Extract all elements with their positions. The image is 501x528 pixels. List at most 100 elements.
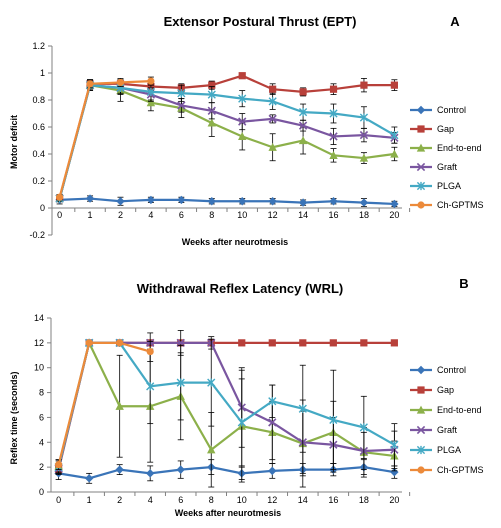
data-point [147, 77, 155, 85]
series-control [55, 194, 399, 209]
series-line [58, 83, 395, 199]
y-tick-label: 1 [40, 68, 45, 78]
data-point [268, 339, 276, 347]
y-axis-label: Reflex time (seconds) [9, 371, 19, 464]
data-point [146, 195, 156, 205]
data-point [390, 199, 399, 209]
data-point [207, 378, 216, 387]
y-tick-label: 0 [39, 487, 44, 497]
data-point [359, 130, 369, 140]
series-line [57, 339, 395, 467]
data-point [268, 114, 277, 124]
legend-label: Gap [437, 124, 454, 134]
data-point [146, 347, 154, 356]
data-point [238, 339, 246, 347]
data-point [86, 80, 94, 88]
series-graft [55, 80, 399, 203]
data-point [298, 198, 308, 207]
data-point [329, 197, 338, 206]
data-point [238, 94, 247, 103]
data-point [207, 106, 216, 115]
x-tick-label: 20 [389, 210, 399, 220]
x-tick-label: 18 [359, 210, 369, 220]
legend-label: Graft [437, 162, 458, 172]
y-tick-label: 4 [39, 437, 44, 447]
x-tick-label: 14 [298, 210, 308, 220]
data-point [329, 109, 338, 118]
x-tick-label: 0 [57, 210, 62, 220]
data-point [85, 339, 93, 347]
series-ch-gptms [56, 76, 155, 201]
series-end-to-end [55, 79, 399, 203]
x-tick-label: 14 [298, 495, 308, 505]
panel-label: A [450, 14, 460, 29]
data-point [115, 465, 124, 474]
legend-swatch-marker [416, 445, 426, 455]
plot-area: -0.200.20.40.60.811.20 1 2 4 6 8 10 12 14 16 18 20C… [29, 41, 483, 240]
legend: Control Gap End-to-end Graft PLGA Ch-GPTMS [410, 105, 484, 210]
data-point [56, 193, 64, 201]
data-point [55, 461, 63, 469]
data-point [146, 382, 155, 391]
legend-item: PLGA [410, 181, 461, 191]
series-end-to-end [54, 338, 399, 488]
data-point [360, 81, 368, 89]
series-gap [56, 72, 398, 203]
data-point [115, 401, 124, 410]
data-point [237, 418, 246, 427]
y-axis-label: Motor deficit [9, 115, 19, 169]
legend-swatch-marker [416, 143, 426, 152]
x-tick-label: 20 [389, 495, 399, 505]
x-tick-label: 10 [237, 210, 247, 220]
data-point [116, 78, 125, 87]
data-point [146, 87, 156, 96]
data-point [238, 132, 247, 141]
series-control [54, 459, 399, 484]
data-point [207, 118, 216, 127]
x-tick-label: 6 [179, 210, 184, 220]
data-point [390, 149, 399, 158]
legend-label: PLGA [437, 445, 461, 455]
data-point [298, 404, 307, 413]
x-tick-label: 8 [209, 210, 214, 220]
legend-label: Control [437, 105, 466, 115]
x-tick-label: 16 [329, 210, 339, 220]
series-ch-gptms [55, 339, 154, 471]
series-line [57, 341, 395, 470]
series-line [58, 74, 395, 199]
data-point [238, 117, 247, 126]
legend-item: Graft [410, 425, 458, 435]
data-point [329, 132, 338, 141]
legend-swatch-marker [417, 386, 425, 394]
legend-item: End-to-end [410, 405, 482, 415]
data-point [359, 198, 369, 207]
x-tick-label: 1 [88, 210, 93, 220]
data-point [298, 136, 308, 145]
series-line [57, 341, 151, 465]
legend: Control Gap End-to-end Graft PLGA Ch-GPTMS [410, 365, 484, 475]
y-tick-label: 12 [34, 338, 44, 348]
data-point [208, 81, 216, 89]
data-point [359, 113, 369, 122]
series-line [58, 83, 395, 199]
y-tick-label: 0.4 [32, 149, 45, 159]
data-point [299, 88, 307, 96]
y-tick-label: -0.2 [29, 230, 45, 240]
data-point [268, 197, 277, 206]
y-tick-label: 8 [39, 388, 44, 398]
y-tick-label: 6 [39, 412, 44, 422]
panel-label: B [459, 276, 468, 291]
ept-chart-svg: Extensor Postural Thrust (EPT) A Weeks a… [9, 14, 484, 247]
data-point [268, 142, 277, 151]
data-point [176, 465, 185, 474]
data-point [268, 397, 277, 406]
x-tick-label: 6 [178, 495, 183, 505]
series-line [59, 197, 395, 206]
data-point [359, 153, 369, 162]
legend-swatch-marker [416, 425, 426, 435]
legend-swatch-marker [416, 162, 426, 172]
data-point [360, 339, 368, 347]
chart-title: Withdrawal Reflex Latency (WRL) [137, 281, 343, 296]
legend-label: Gap [437, 385, 454, 395]
